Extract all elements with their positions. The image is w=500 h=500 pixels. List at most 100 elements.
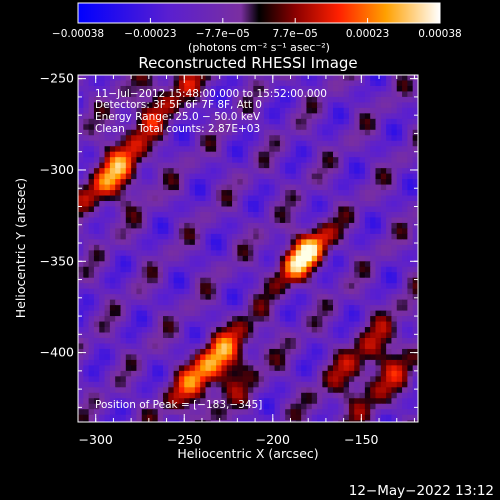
- heatmap-cell: [78, 310, 84, 317]
- heatmap-cell: [173, 348, 180, 356]
- heatmap-cell: [333, 288, 339, 295]
- heatmap-cell: [311, 140, 318, 147]
- heatmap-cell: [396, 294, 403, 301]
- heatmap-cell: [194, 316, 201, 323]
- heatmap-cell: [290, 85, 297, 93]
- heatmap-cell: [210, 129, 217, 136]
- heatmap-cell: [157, 420, 164, 422]
- heatmap-cell: [285, 113, 292, 120]
- heatmap-cell: [157, 343, 164, 350]
- heatmap-cell: [263, 222, 270, 230]
- heatmap-cell: [380, 151, 387, 158]
- heatmap-cell: [306, 376, 313, 383]
- heatmap-cell: [109, 157, 116, 164]
- heatmap-cell: [131, 348, 138, 356]
- heatmap-cell: [301, 288, 308, 295]
- heatmap-cell: [147, 124, 153, 131]
- heatmap-cell: [322, 288, 329, 295]
- heatmap-cell: [141, 107, 148, 114]
- heatmap-cell: [184, 294, 191, 301]
- heatmap-cell: [386, 299, 393, 306]
- heatmap-cell: [407, 129, 414, 136]
- heatmap-cell: [263, 381, 270, 388]
- heatmap-cell: [295, 266, 302, 273]
- heatmap-cell: [269, 250, 276, 257]
- heatmap-cell: [412, 157, 418, 164]
- heatmap-cell: [391, 228, 398, 235]
- heatmap-cell: [173, 96, 180, 103]
- heatmap-cell: [131, 370, 138, 377]
- heatmap-cell: [279, 222, 286, 230]
- heatmap-cell: [178, 370, 185, 377]
- heatmap-cell: [269, 173, 276, 180]
- heatmap-cell: [163, 343, 169, 350]
- heatmap-cell: [200, 85, 207, 93]
- heatmap-cell: [168, 365, 175, 372]
- heatmap-cell: [327, 359, 334, 366]
- heatmap-cell: [290, 321, 297, 328]
- heatmap-cell: [104, 146, 111, 153]
- heatmap-cell: [226, 392, 233, 399]
- heatmap-cell: [178, 228, 185, 235]
- heatmap-cell: [380, 157, 387, 164]
- heatmap-cell: [354, 233, 361, 240]
- heatmap-cell: [295, 283, 302, 290]
- heatmap-cell: [125, 409, 132, 416]
- heatmap-cell: [295, 277, 302, 284]
- heatmap-cell: [370, 179, 377, 186]
- heatmap-cell: [391, 343, 398, 350]
- heatmap-cell: [109, 299, 116, 306]
- colorbar-tick-label: 7.7e−05: [273, 28, 318, 40]
- heatmap-cell: [359, 228, 366, 235]
- heatmap-cell: [99, 387, 106, 394]
- heatmap-cell: [232, 261, 238, 268]
- heatmap-cell: [99, 359, 106, 366]
- heatmap-cell: [178, 321, 185, 328]
- heatmap-cell: [115, 206, 122, 213]
- heatmap-cell: [120, 403, 127, 410]
- heatmap-cell: [120, 387, 127, 394]
- heatmap-cell: [263, 211, 270, 219]
- heatmap-cell: [338, 327, 345, 334]
- heatmap-cell: [109, 327, 116, 334]
- heatmap-cell: [237, 75, 244, 82]
- heatmap-cell: [157, 294, 164, 301]
- heatmap-cell: [141, 370, 148, 377]
- heatmap-cell: [317, 414, 323, 421]
- heatmap-cell: [194, 343, 201, 350]
- heatmap-cell: [168, 96, 175, 103]
- heatmap-cell: [99, 195, 106, 202]
- heatmap-cell: [311, 75, 318, 82]
- heatmap-cell: [178, 376, 185, 383]
- heatmap-cell: [152, 162, 159, 169]
- heatmap-cell: [348, 96, 355, 103]
- heatmap-cell: [301, 359, 308, 366]
- heatmap-cell: [258, 228, 265, 235]
- heatmap-cell: [210, 381, 217, 388]
- heatmap-cell: [163, 96, 169, 103]
- heatmap-cell: [99, 140, 106, 147]
- heatmap-cell: [104, 85, 111, 93]
- heatmap-cell: [99, 102, 106, 109]
- heatmap-cell: [93, 168, 100, 175]
- heatmap-cell: [343, 343, 350, 350]
- heatmap-cell: [327, 75, 334, 82]
- heatmap-cell: [290, 107, 297, 114]
- heatmap-cell: [359, 370, 366, 377]
- heatmap-cell: [93, 376, 100, 383]
- heatmap-cell: [88, 228, 95, 235]
- heatmap-cell: [115, 85, 122, 93]
- heatmap-cell: [274, 118, 281, 125]
- heatmap-cell: [152, 398, 159, 405]
- heatmap-cell: [354, 272, 361, 279]
- heatmap-cell: [253, 398, 260, 405]
- heatmap-cell: [232, 365, 238, 372]
- heatmap-cell: [407, 305, 414, 312]
- heatmap-cell: [263, 140, 270, 147]
- heatmap-cell: [115, 239, 122, 246]
- heatmap-cell: [120, 195, 127, 202]
- heatmap-cell: [152, 124, 159, 131]
- heatmap-cell: [163, 228, 169, 235]
- heatmap-cell: [141, 261, 148, 268]
- heatmap-cell: [253, 343, 260, 350]
